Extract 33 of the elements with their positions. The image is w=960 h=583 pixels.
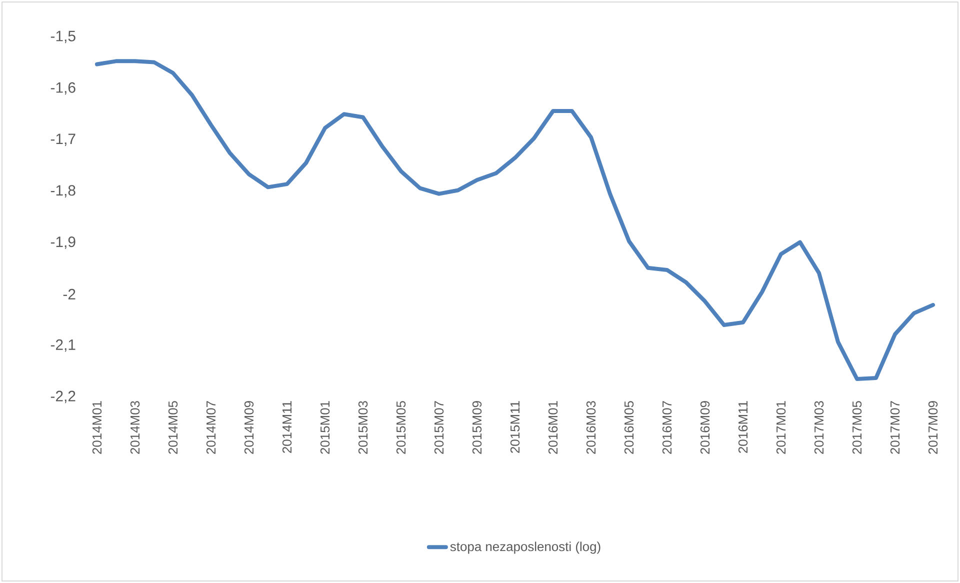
x-tick-label: 2017M03 [814,401,824,454]
y-tick-label: -1,8 [50,185,76,198]
x-tick-label: 2016M11 [738,401,748,453]
y-tick-label: -1,7 [50,134,76,146]
y-tick-label: -2 [63,288,76,300]
x-tick-label: 2015M01 [320,401,330,454]
x-tick-label: 2015M09 [472,401,482,454]
x-tick-label: 2014M03 [130,401,140,454]
y-tick-label: -1,5 [50,30,76,44]
legend-label: stopa nezaposlenosti (log) [450,542,600,554]
x-tick-label: 2017M01 [776,401,786,454]
x-tick-label: 2014M11 [282,401,292,453]
x-tick-label: 2015M03 [358,401,368,454]
x-tick-label: 2014M07 [206,401,216,454]
x-tick-label: 2014M01 [92,401,102,454]
y-tick-label: -2,1 [50,339,76,352]
x-tick-label: 2016M05 [624,401,634,454]
x-tick-label: 2014M05 [168,401,178,454]
y-tick-label: -1,6 [50,82,76,95]
x-tick-label: 2016M07 [662,401,672,454]
x-tick-label: 2016M01 [548,401,558,454]
x-tick-label: 2015M11 [510,401,520,453]
y-tick-label: -1,9 [50,236,76,249]
x-tick-label: 2015M05 [396,401,406,454]
x-tick-label: 2017M09 [928,401,938,454]
x-tick-label: 2014M09 [244,401,254,454]
x-tick-label: 2015M07 [434,401,444,454]
line-series [95,59,936,381]
x-tick-label: 2016M03 [586,401,596,454]
x-tick-label: 2017M05 [852,401,862,454]
x-tick-label: 2016M09 [700,401,710,454]
x-tick-label: 2017M07 [890,401,900,454]
y-tick-label: -2,2 [50,390,76,404]
